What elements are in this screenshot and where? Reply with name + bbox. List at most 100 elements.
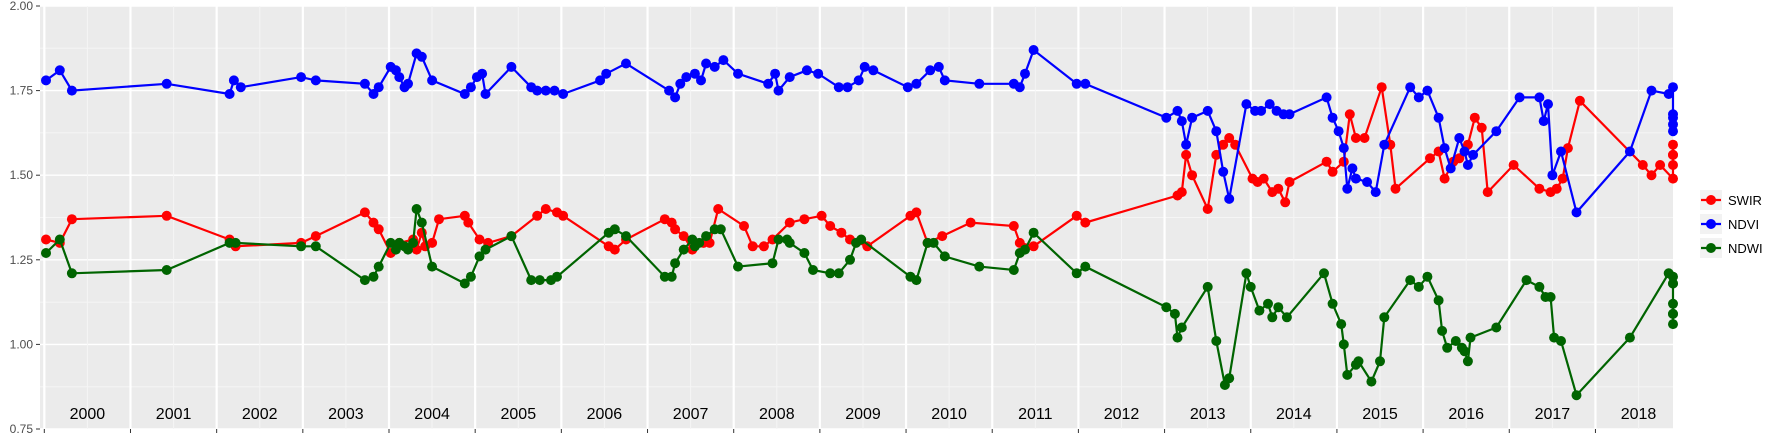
year-label: 2006 [587, 406, 623, 423]
data-point-ndvi [1362, 177, 1373, 187]
data-point-swir [1071, 210, 1082, 221]
data-point-ndwi [54, 234, 65, 245]
data-point-ndvi [1514, 92, 1525, 103]
data-point-ndwi [310, 241, 321, 252]
data-point-ndvi [296, 72, 307, 83]
data-point-ndwi [1267, 312, 1278, 323]
data-point-ndwi [1319, 268, 1329, 279]
data-point-ndvi [1256, 105, 1267, 116]
data-point-ndvi [939, 75, 950, 86]
year-label: 2004 [414, 406, 450, 423]
data-point-ndwi [1342, 369, 1353, 380]
data-point-swir [836, 227, 847, 238]
data-point-ndvi [1181, 139, 1192, 150]
data-point-ndwi [1545, 292, 1556, 302]
data-point-ndvi [41, 75, 51, 86]
data-point-swir [799, 214, 810, 225]
legend-label: NDWI [1728, 241, 1763, 256]
data-point-ndvi [670, 92, 681, 103]
data-point-ndvi [477, 68, 488, 79]
data-point-ndwi [833, 268, 844, 279]
data-point-swir [1551, 183, 1562, 194]
data-point-ndvi [558, 89, 569, 99]
data-point-ndwi [1465, 332, 1476, 343]
data-point-ndwi [1336, 319, 1347, 330]
legend-label: SWIR [1728, 193, 1762, 208]
data-point-ndwi [1459, 346, 1470, 357]
data-point-ndwi [974, 261, 985, 272]
year-label: 2008 [759, 406, 795, 423]
legend-marker [1706, 195, 1716, 205]
data-point-ndvi [813, 68, 824, 79]
data-point-ndwi [459, 278, 470, 289]
data-point-ndwi [359, 275, 370, 286]
data-point-ndvi [310, 75, 321, 86]
data-point-ndwi [1161, 302, 1172, 313]
data-point-ndwi [609, 224, 620, 235]
data-point-ndvi [54, 65, 65, 76]
data-point-ndwi [1668, 271, 1678, 282]
data-point-ndvi [1534, 92, 1545, 103]
data-point-ndvi [733, 68, 743, 79]
data-point-ndvi [1405, 82, 1416, 93]
legend-marker [1706, 243, 1716, 253]
data-point-swir [41, 234, 51, 245]
data-point-ndwi [526, 275, 537, 286]
data-point-ndwi [1413, 281, 1424, 292]
data-point-ndvi [709, 61, 720, 72]
y-tick-label: 1.25 [10, 253, 34, 267]
data-point-ndvi [459, 89, 470, 99]
data-point-ndwi [928, 237, 939, 248]
data-point-ndvi [1284, 109, 1295, 120]
data-point-ndvi [224, 89, 235, 99]
data-point-ndwi [1491, 322, 1502, 333]
data-point-ndwi [230, 237, 241, 248]
data-point-swir [1224, 133, 1235, 143]
data-point-ndwi [506, 231, 517, 242]
data-point-ndvi [1071, 78, 1082, 89]
data-point-ndwi [1571, 390, 1582, 401]
data-point-swir [1284, 177, 1295, 187]
data-point-swir [1359, 133, 1370, 143]
data-point-ndwi [733, 261, 743, 272]
data-point-ndvi [595, 75, 606, 86]
data-point-ndvi [689, 68, 700, 79]
data-point-ndvi [1347, 163, 1358, 174]
year-label: 2018 [1621, 406, 1657, 423]
data-point-ndvi [359, 78, 370, 89]
data-point-ndvi [66, 85, 77, 96]
data-point-ndwi [701, 231, 712, 242]
data-point-ndwi [1422, 271, 1433, 282]
data-point-ndvi [161, 78, 172, 89]
data-point-swir [739, 221, 749, 231]
data-point-swir [825, 221, 836, 231]
data-point-ndvi [801, 65, 812, 76]
data-point-swir [1668, 139, 1678, 150]
data-point-swir [1008, 221, 1019, 231]
data-point-swir [758, 241, 769, 252]
data-point-ndwi [1366, 376, 1377, 387]
data-point-ndwi [666, 271, 677, 282]
data-point-swir [373, 224, 384, 235]
data-point-ndvi [664, 85, 675, 96]
data-point-swir [1454, 153, 1465, 164]
data-point-ndvi [394, 72, 405, 83]
data-point-ndvi [368, 89, 379, 99]
data-point-swir [540, 204, 551, 214]
data-point-swir [609, 244, 620, 255]
data-point-swir [1376, 82, 1387, 93]
data-point-ndvi [696, 75, 706, 86]
data-point-swir [1574, 95, 1585, 106]
data-point-swir [1218, 139, 1229, 150]
data-point-swir [1187, 170, 1198, 181]
data-point-ndvi [1028, 45, 1039, 55]
year-label: 2014 [1276, 406, 1312, 423]
data-point-swir [784, 217, 795, 228]
data-point-ndvi [621, 58, 631, 69]
data-point-swir [678, 231, 689, 242]
data-point-ndwi [1433, 295, 1444, 306]
data-point-ndwi [1028, 227, 1039, 238]
data-point-ndwi [1437, 325, 1448, 336]
data-point-swir [558, 210, 569, 221]
data-point-ndwi [1353, 356, 1364, 367]
